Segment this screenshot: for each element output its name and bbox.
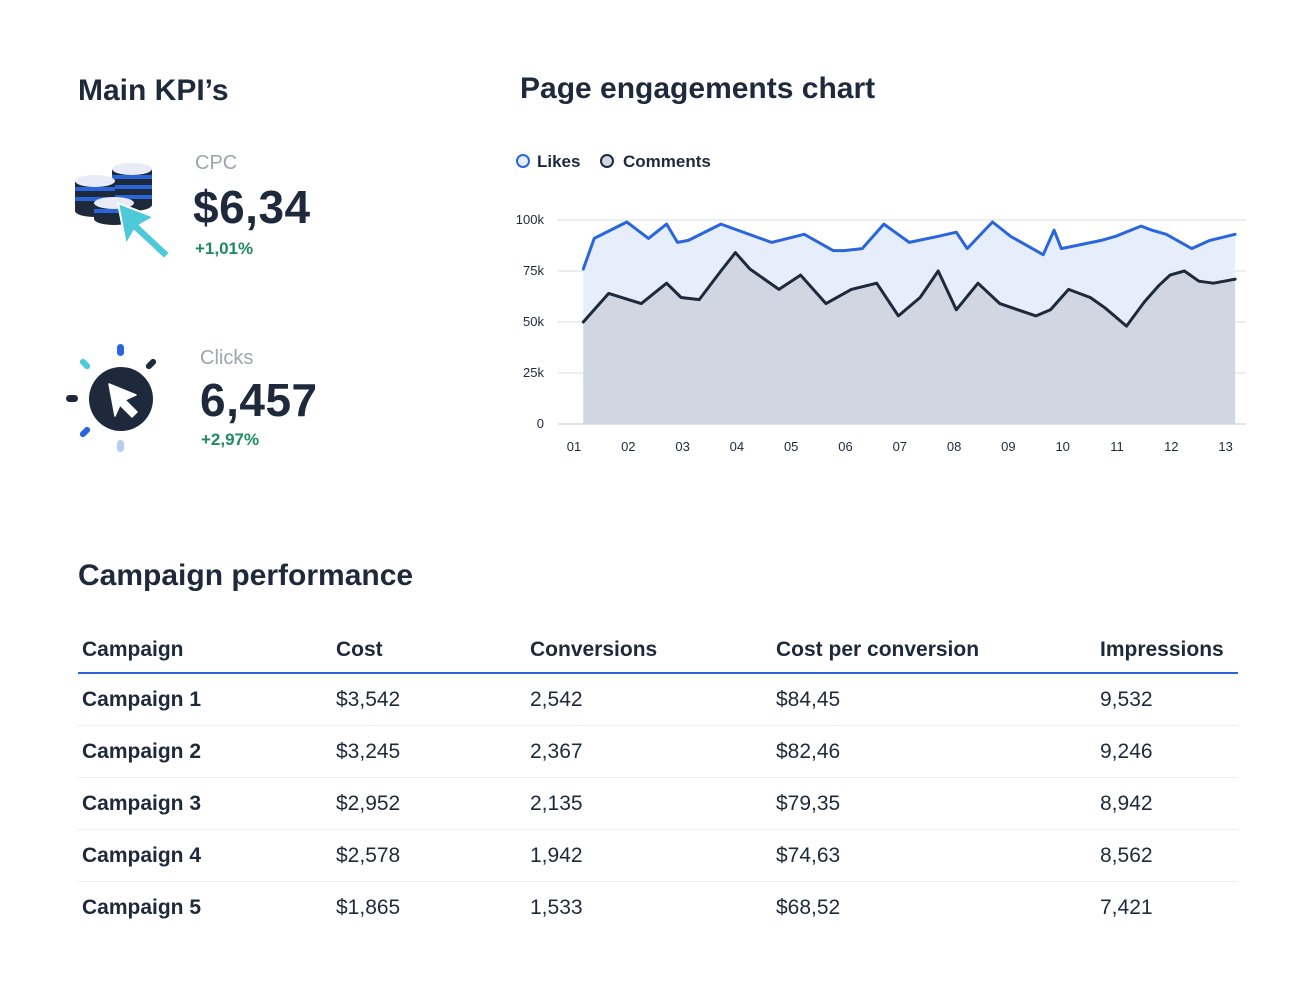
x-tick-label: 01	[567, 439, 581, 454]
cell-cost-per-conversion: $68,52	[776, 895, 841, 919]
campaign-section-title: Campaign performance	[78, 559, 414, 592]
table-row: Campaign 2 $3,245 2,367 $82,46 9,246	[78, 725, 1238, 778]
legend-likes-label[interactable]: Likes	[537, 152, 580, 171]
cell-campaign: Campaign 2	[78, 725, 332, 778]
series-line-comments[interactable]	[581, 251, 1237, 328]
y-tick-label: 100k	[516, 212, 545, 227]
x-tick-label: 04	[730, 439, 744, 454]
cell-conversions: 1,942	[526, 829, 772, 882]
cell-cost-per-conversion: $82,46	[772, 725, 1096, 778]
kpi-section-title: Main KPI’s	[78, 74, 229, 107]
cell-cost: $3,542	[332, 673, 526, 726]
cell-cost-per-conversion: $74,63	[772, 829, 1096, 882]
y-tick-label: 0	[537, 416, 544, 431]
cell-campaign: Campaign 4	[78, 829, 332, 882]
x-tick-label: 10	[1055, 439, 1069, 454]
cpc-label: CPC	[195, 152, 238, 174]
column-header-cost[interactable]: Cost	[332, 628, 526, 674]
coins-cursor-icon	[70, 155, 185, 270]
campaign-table: Campaign Cost Conversions Cost per conve…	[78, 628, 1238, 933]
x-tick-label: 07	[893, 439, 907, 454]
cell-campaign: Campaign 1	[78, 673, 332, 726]
cell-impressions: 8,942	[1096, 777, 1238, 830]
x-tick-label: 02	[621, 439, 635, 454]
cell-campaign: Campaign 3	[78, 777, 332, 830]
cell-cost: $2,578	[332, 829, 526, 882]
cell-cost: $2,952	[332, 777, 526, 830]
cell-impressions: 9,246	[1096, 725, 1238, 778]
x-tick-label: 03	[675, 439, 689, 454]
x-tick-label: 09	[1001, 439, 1015, 454]
cell-impressions: 8,562	[1096, 829, 1238, 882]
table-row: Campaign 3 $2,952 2,135 $79,35 8,942	[78, 777, 1238, 830]
area-comments	[583, 252, 1236, 424]
legend-likes-marker[interactable]	[516, 154, 530, 168]
y-tick-label: 75k	[523, 263, 544, 278]
table-header-row: Campaign Cost Conversions Cost per conve…	[78, 628, 1238, 674]
cpc-delta: +1,01%	[195, 239, 254, 258]
cell-cost: $1,865	[336, 895, 401, 919]
clicks-delta: +2,97%	[201, 430, 260, 449]
click-cursor-icon	[62, 340, 172, 465]
cell-conversions: 2,367	[526, 725, 772, 778]
cell-cost-per-conversion: $79,35	[772, 777, 1096, 830]
clicks-value: 6,457	[200, 374, 318, 426]
cell-conversions: 1,533	[530, 895, 583, 919]
x-tick-label: 06	[838, 439, 852, 454]
column-header-conversions[interactable]: Conversions	[526, 628, 772, 674]
cell-impressions: 9,532	[1096, 673, 1238, 726]
column-header-impressions[interactable]: Impressions	[1096, 628, 1238, 674]
x-tick-label: 11	[1110, 439, 1124, 454]
x-tick-label: 08	[947, 439, 961, 454]
column-header-cost-per-conversion[interactable]: Cost per conversion	[772, 628, 1096, 674]
chart-legend: Likes Comments	[516, 152, 711, 171]
x-tick-label: 12	[1164, 439, 1178, 454]
y-tick-label: 25k	[523, 365, 544, 380]
legend-comments-label[interactable]: Comments	[623, 152, 711, 171]
table-row: Campaign 1 $3,542 2,542 $84,45 9,532	[78, 673, 1238, 726]
cell-conversions: 2,542	[526, 673, 772, 726]
cpc-value: $6,34	[193, 181, 311, 233]
x-tick-label: 05	[784, 439, 798, 454]
cell-campaign: Campaign 5	[82, 895, 202, 919]
chart-title: Page engagements chart	[520, 72, 876, 105]
column-header-campaign[interactable]: Campaign	[78, 628, 332, 674]
table-row: Campaign 5 $1,865 1,533 $68,52 7,421	[78, 882, 1238, 934]
cell-cost-per-conversion: $84,45	[772, 673, 1096, 726]
clicks-label: Clicks	[200, 347, 254, 369]
x-tick-label: 13	[1218, 439, 1232, 454]
legend-comments-marker[interactable]	[600, 154, 614, 168]
cell-conversions: 2,135	[526, 777, 772, 830]
y-tick-label: 50k	[523, 314, 544, 329]
cell-impressions: 7,421	[1100, 895, 1153, 919]
engagements-chart: Likes Comments 0 25k 50k 75k 100k 01 02 03 04 05 0…	[516, 152, 1246, 454]
series-line-likes[interactable]	[581, 220, 1237, 271]
table-row: Campaign 4 $2,578 1,942 $74,63 8,562	[78, 829, 1238, 882]
cell-cost: $3,245	[332, 725, 526, 778]
